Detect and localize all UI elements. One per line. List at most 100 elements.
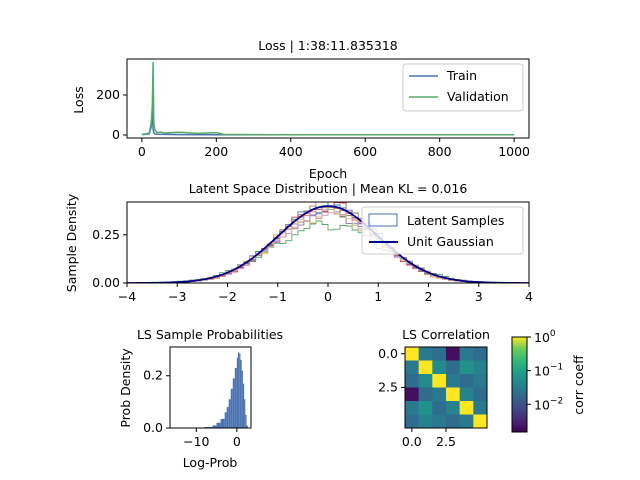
- latent-title: Latent Space Distribution | Mean KL = 0.…: [189, 181, 468, 196]
- correlation-cell: [473, 347, 488, 361]
- loss-title: Loss | 1:38:11.835318: [258, 38, 398, 53]
- logprob-ylabel: Prob Density: [118, 348, 133, 428]
- legend-validation-label: Validation: [447, 89, 509, 104]
- correlation-cell: [459, 401, 474, 415]
- logprob-bar: [239, 353, 241, 428]
- correlation-cell: [418, 401, 433, 415]
- correlation-panel: LS Correlation 0.0 2.5 0.0 2.5 100 10−1 10−2 …: [378, 327, 586, 449]
- loss-series-train: [141, 108, 515, 136]
- logprob-bar: [232, 378, 235, 428]
- logprob-xtick-label: 0: [233, 434, 241, 449]
- correlation-cell: [405, 414, 419, 429]
- correlation-cell: [459, 414, 474, 429]
- correlation-cell: [446, 414, 460, 429]
- logprob-ytick-label: 0.0: [143, 420, 163, 435]
- logprob-bar: [204, 426, 213, 428]
- correlation-cell: [432, 414, 447, 429]
- logprob-bar: [245, 414, 247, 428]
- loss-panel: Loss | 1:38:11.835318 Epoch Loss 0 200 400…: [71, 38, 530, 181]
- correlation-cell: [446, 360, 460, 375]
- latent-ylabel: Sample Density: [64, 193, 79, 292]
- loss-legend: Train Validation: [402, 63, 524, 112]
- correlation-cell: [459, 387, 474, 402]
- latent-xtick-label: −2: [218, 289, 236, 304]
- correlation-cell: [446, 374, 460, 388]
- correlation-cell: [473, 401, 488, 415]
- latent-axes-frame: [126, 201, 530, 284]
- loss-xtick-label: 1000: [498, 144, 530, 159]
- logprob-bar: [241, 370, 243, 428]
- logprob-ytick-label: 0.2: [143, 368, 163, 383]
- loss-ylabel: Loss: [71, 86, 86, 113]
- logprob-bar: [246, 425, 248, 428]
- correlation-cell: [446, 347, 460, 361]
- logprob-axes-frame: [169, 346, 252, 429]
- correlation-cell: [432, 347, 447, 361]
- logprob-bar: [212, 425, 217, 428]
- correlation-ytick-label: 0.0: [378, 346, 398, 361]
- logprob-title: LS Sample Probabilities: [137, 327, 283, 342]
- loss-xlabel: Epoch: [309, 166, 347, 181]
- correlation-cell: [446, 401, 460, 415]
- correlation-cell: [405, 347, 419, 361]
- latent-ytick-label: 0.25: [92, 227, 120, 242]
- correlation-cell: [405, 360, 419, 375]
- correlation-ytick-label: 2.5: [378, 380, 398, 395]
- logprob-bar: [230, 388, 233, 428]
- loss-ytick-label: 200: [96, 87, 120, 102]
- latent-xtick-label: 2: [425, 289, 433, 304]
- loss-xtick-label: 600: [353, 144, 377, 159]
- correlation-cell: [473, 360, 488, 375]
- colorbar-tick-label: 10−2: [534, 396, 563, 412]
- legend-latent-samples-swatch: [368, 213, 398, 227]
- logprob-bar: [236, 357, 239, 428]
- correlation-cell: [418, 374, 433, 388]
- legend-latent-samples-label: Latent Samples: [407, 213, 504, 228]
- loss-xtick-label: 0: [138, 144, 146, 159]
- legend-train-label: Train: [446, 68, 477, 83]
- unit-gaussian-curve: [127, 205, 529, 283]
- latent-xtick-label: −3: [168, 289, 186, 304]
- correlation-cell: [432, 360, 447, 375]
- correlation-cell: [405, 387, 419, 402]
- correlation-cell: [473, 414, 488, 429]
- loss-axes-frame: [126, 58, 530, 139]
- correlation-cell: [405, 374, 419, 388]
- correlation-cell: [459, 360, 474, 375]
- correlation-cell: [418, 387, 433, 402]
- logprob-panel: LS Sample Probabilities Log-Prob Prob De…: [118, 327, 283, 470]
- correlation-cell: [418, 360, 433, 375]
- latent-xtick-label: 1: [374, 289, 382, 304]
- correlation-axes-frame: [404, 346, 488, 429]
- correlation-cell: [446, 387, 460, 402]
- loss-series-validation: [141, 61, 515, 136]
- loss-ytick-label: 0: [112, 127, 120, 142]
- loss-xtick-label: 400: [279, 144, 303, 159]
- latent-legend: Latent Samples Unit Gaussian: [361, 206, 524, 255]
- correlation-xtick-label: 0.0: [402, 434, 422, 449]
- logprob-bar: [224, 412, 227, 428]
- logprob-bar: [226, 407, 229, 428]
- correlation-cell: [418, 414, 433, 429]
- loss-xtick-label: 800: [428, 144, 452, 159]
- latent-xtick-label: 0: [324, 289, 332, 304]
- logprob-bar: [238, 352, 240, 428]
- correlation-cell: [405, 401, 419, 415]
- correlation-title: LS Correlation: [402, 327, 490, 342]
- logprob-xlabel: Log-Prob: [183, 455, 238, 470]
- correlation-cell: [459, 347, 474, 361]
- correlation-cell: [459, 374, 474, 388]
- correlation-cell: [432, 387, 447, 402]
- latent-panel: Latent Space Distribution | Mean KL = 0.…: [64, 181, 533, 304]
- loss-xtick-label: 200: [204, 144, 228, 159]
- latent-xtick-label: 4: [525, 289, 533, 304]
- latent-xtick-label: −4: [118, 289, 136, 304]
- correlation-cell: [473, 374, 488, 388]
- colorbar-label: corr coeff: [571, 355, 586, 415]
- logprob-bar: [240, 360, 242, 428]
- logprob-bar: [242, 383, 245, 428]
- logprob-bar: [216, 422, 221, 428]
- colorbar-tick-label: 100: [534, 329, 556, 345]
- legend-unit-gaussian-label: Unit Gaussian: [407, 234, 494, 249]
